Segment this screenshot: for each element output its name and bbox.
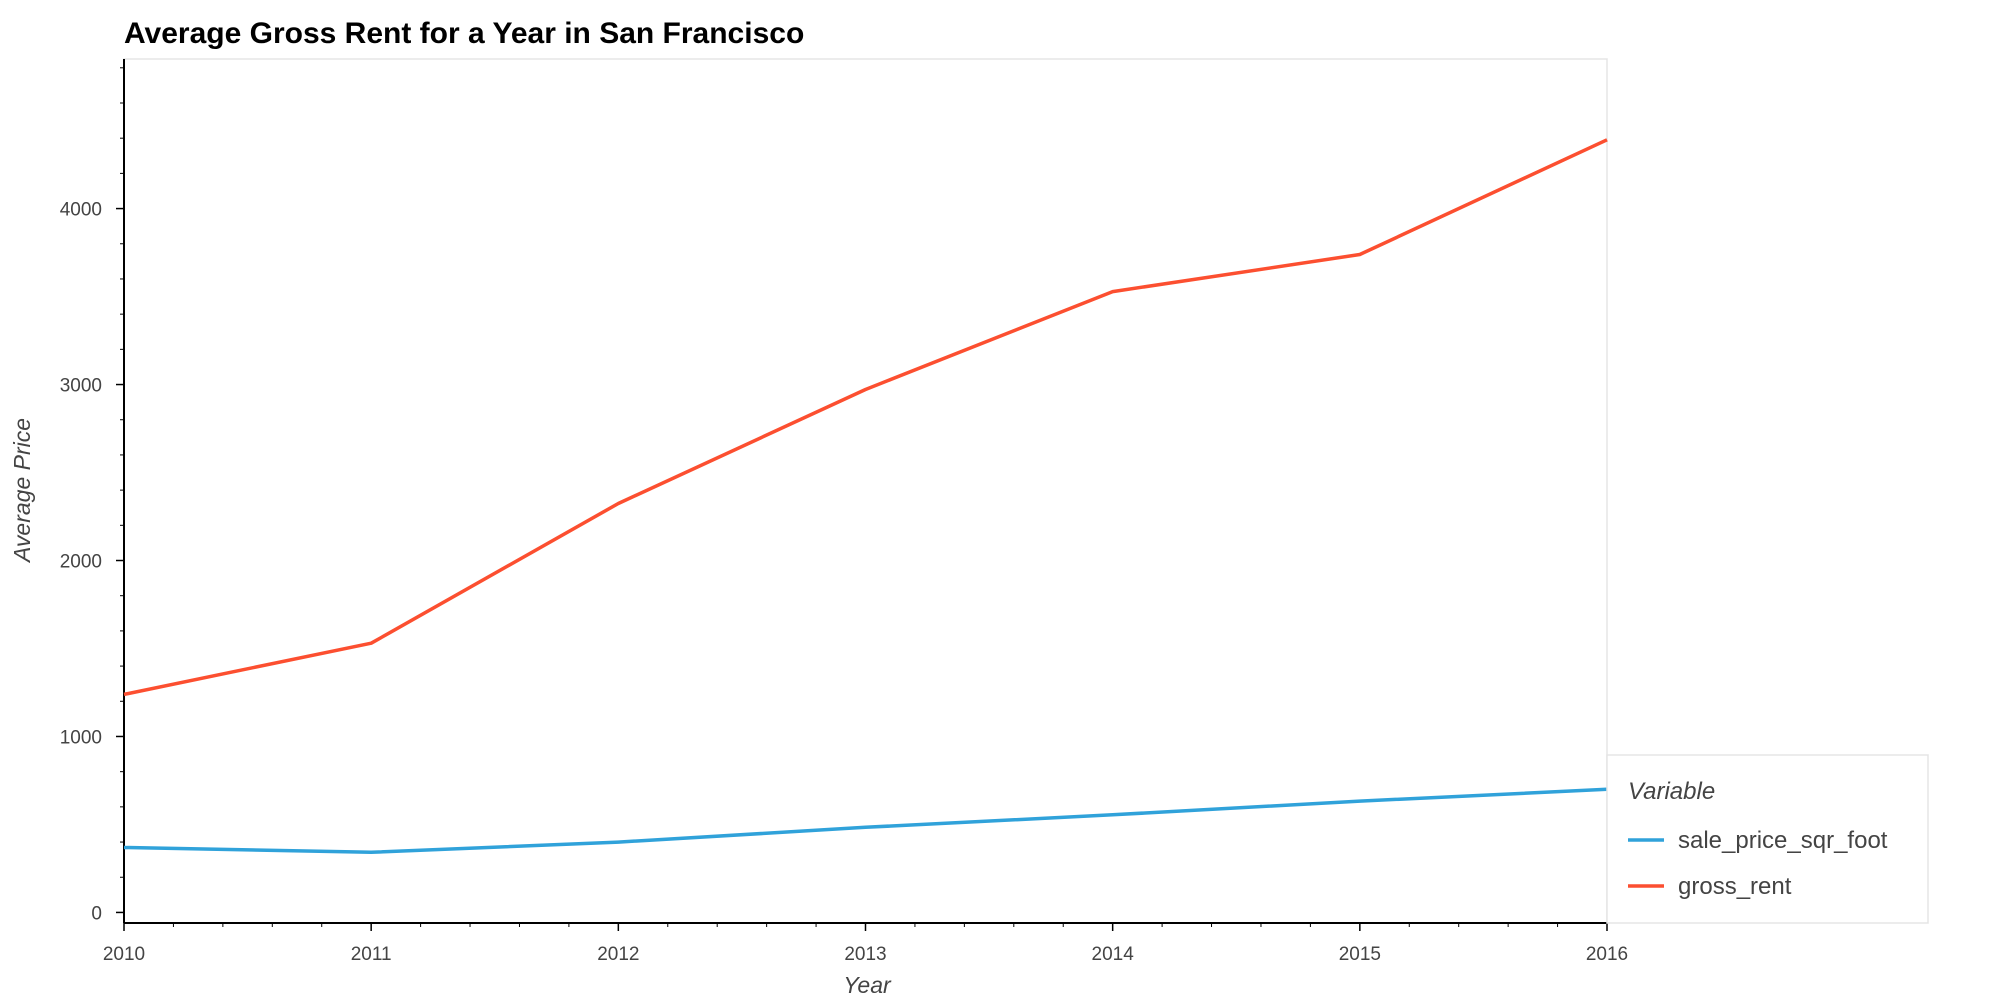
legend-label: gross_rent	[1678, 873, 1792, 900]
y-tick-label: 0	[91, 903, 102, 924]
x-tick-label: 2015	[1339, 944, 1381, 965]
plot-area	[124, 59, 1607, 923]
y-tick-label: 3000	[60, 376, 102, 397]
legend-label: sale_price_sqr_foot	[1678, 827, 1888, 854]
x-axis: 2010 2011 2012 2013 2014 2015 2016	[103, 923, 1628, 965]
x-tick-label: 2012	[597, 944, 639, 965]
y-tick-label: 2000	[60, 552, 102, 573]
y-axis-label: Average Price	[9, 418, 35, 564]
y-tick-label: 4000	[60, 200, 102, 221]
x-tick-label: 2016	[1586, 944, 1628, 965]
x-tick-label: 2011	[351, 944, 392, 965]
chart-title: Average Gross Rent for a Year in San Fra…	[124, 17, 804, 50]
x-axis-label: Year	[843, 972, 892, 998]
legend-title: Variable	[1628, 778, 1715, 805]
x-tick-label: 2013	[844, 944, 886, 965]
x-tick-label: 2014	[1092, 944, 1135, 965]
y-tick-label: 1000	[60, 727, 102, 748]
y-axis: 0 1000 2000 3000 4000	[60, 59, 124, 924]
x-tick-label: 2010	[103, 944, 145, 965]
legend: Variable sale_price_sqr_foot gross_rent	[1607, 755, 1928, 923]
